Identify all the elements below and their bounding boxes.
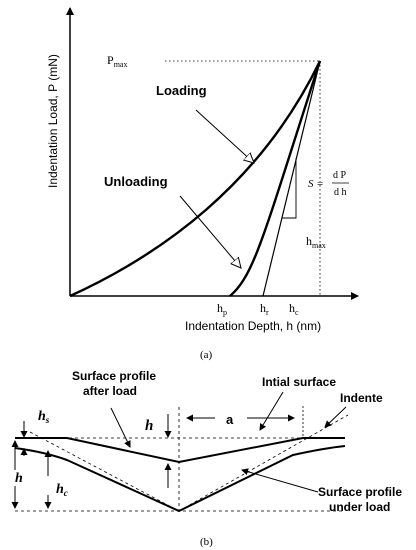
- surface-under-load: [14, 445, 346, 513]
- x-axis-label: Indentation Depth, h (nm): [185, 319, 321, 333]
- unloading-arrow: [179, 195, 241, 268]
- stiffness-formula: S = d P d h: [308, 170, 349, 198]
- figure-a: Pmax Loading Unloading S = d P d h hmax …: [46, 7, 359, 361]
- h-max-label: hmax: [306, 234, 326, 250]
- loading-arrow: [195, 109, 254, 163]
- stiffness-s: S =: [308, 178, 324, 190]
- hc-label: hc: [56, 482, 68, 498]
- hc-label: hc: [289, 301, 299, 317]
- slope-triangle: [282, 158, 297, 219]
- surface-under-label: Surface profile under load: [318, 485, 405, 514]
- unloading-label: Unloading: [104, 174, 168, 189]
- surface-after-leader: [110, 407, 131, 448]
- surface-under-leader: [241, 468, 319, 493]
- h-left-label: h: [15, 471, 23, 486]
- hs-label: hs: [38, 409, 50, 425]
- caption-a: (a): [200, 349, 213, 361]
- hr-label: hr: [260, 301, 269, 317]
- unloading-curve: [229, 60, 322, 297]
- loading-label: Loading: [156, 83, 207, 98]
- indente-leader: [324, 406, 347, 428]
- figure-b: a h hs h hc Surface profile after load I…: [11, 369, 405, 548]
- caption-b: (b): [200, 536, 213, 548]
- indenter-dashed-right: [178, 414, 349, 512]
- loading-curve: [69, 60, 322, 298]
- hp-label: hp: [217, 301, 227, 317]
- surface-after-load: [15, 437, 345, 464]
- center-h-label: h: [145, 418, 153, 434]
- indenter-dashed-left: [29, 431, 180, 512]
- a-label: a: [226, 412, 234, 427]
- p-max-label: Pmax: [107, 53, 127, 69]
- indente-label: Indente: [340, 391, 383, 405]
- stiffness-numerator: d P: [333, 170, 347, 181]
- initial-surface-label: Intial surface: [262, 375, 336, 389]
- tangent-line: [262, 60, 321, 297]
- y-axis-label: Indentation Load, P (mN): [46, 54, 60, 188]
- initial-surface-leader: [259, 391, 284, 431]
- stiffness-denominator: d h: [334, 187, 347, 198]
- surface-after-label: Surface profile after load: [72, 369, 159, 398]
